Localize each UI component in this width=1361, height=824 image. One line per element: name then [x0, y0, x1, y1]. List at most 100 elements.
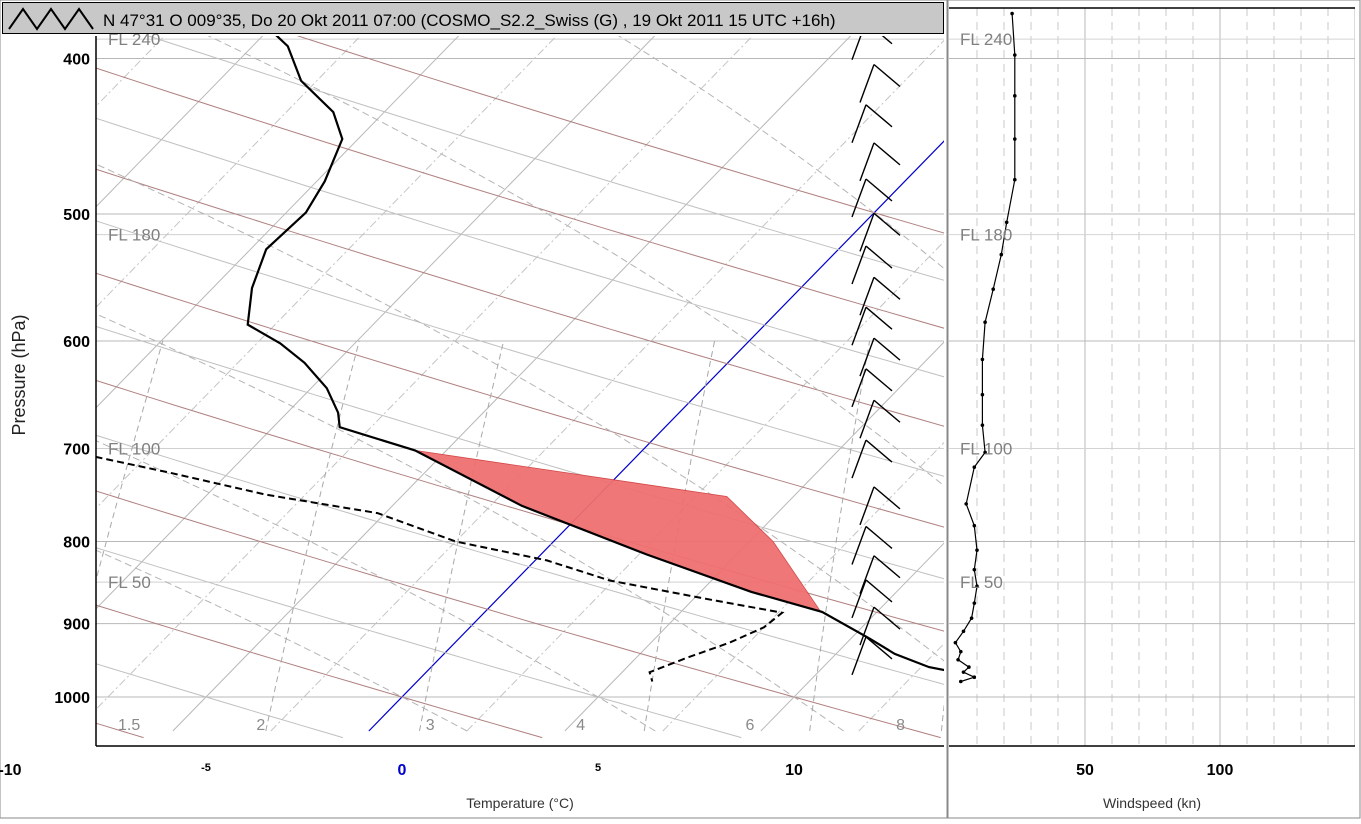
dry-adiabat-minor-line: [96, 434, 944, 685]
wind-barb: [851, 636, 893, 676]
wind-barb: [851, 178, 893, 218]
isotherm-minor-line: [466, 240, 944, 732]
wind-barb: [851, 525, 893, 565]
windspeed-point: [980, 392, 985, 397]
dry-adiabat-minor-line: [96, 117, 944, 378]
wind-barb-flag: [865, 368, 893, 392]
windspeed-point: [964, 502, 968, 506]
isotherm-line: [760, 542, 944, 732]
windspeed-point: [1013, 53, 1017, 57]
windspeed-point: [972, 465, 977, 469]
isotherm-minor-line: [270, 39, 944, 732]
dry-adiabat-line: [96, 604, 543, 739]
windspeed-point: [967, 665, 971, 669]
isotherm-minor-line: [96, 36, 558, 509]
windspeed-flight-level-label: FL 100: [960, 439, 1012, 458]
isotherm-line: [172, 36, 852, 732]
pressure-tick-label: 600: [63, 334, 90, 351]
pressure-tick-label: 700: [63, 441, 90, 458]
skewt-plot-area: [96, 36, 944, 739]
isotherm-zero-line: [368, 140, 944, 732]
wind-barb-flag: [865, 178, 893, 202]
windspeed-point: [1013, 177, 1017, 182]
wind-barb-flag: [865, 579, 893, 603]
dry-adiabat-line: [96, 379, 944, 632]
wind-barb-staff: [851, 439, 867, 479]
wind-barb-flag: [873, 486, 901, 510]
skewt-frame: [0, 0, 948, 819]
windspeed-point: [1010, 11, 1014, 16]
mixing-ratio-line: [265, 340, 360, 732]
wind-barb: [859, 606, 901, 646]
dry-adiabat-line: [296, 36, 944, 234]
zigzag-icon: [8, 7, 94, 31]
flight-level-label: FL 180: [108, 226, 160, 245]
windspeed-panel: FL 240 FL 180 FL 100 FL 50 50 100 Windspeed (k…: [947, 0, 1361, 819]
dry-adiabat-minor-line: [96, 547, 742, 739]
isotherm-line: [96, 36, 264, 208]
mixing-ratio-label: 1.5: [118, 717, 140, 734]
wind-barb: [851, 245, 893, 285]
wind-barb: [851, 368, 893, 408]
windspeed-point: [959, 679, 963, 684]
windspeed-point: [975, 584, 979, 589]
wind-barb-flag: [865, 306, 893, 330]
windspeed-frame: [947, 0, 1361, 819]
dry-adiabat-line: [96, 67, 944, 329]
windspeed-flight-level-label: FL 180: [960, 226, 1012, 245]
wind-barb-flag: [873, 606, 901, 630]
windspeed-point: [972, 567, 977, 572]
pressure-tick-label: 400: [63, 52, 90, 69]
pressure-tick-label: 900: [63, 617, 90, 634]
wind-barb-flag: [873, 142, 901, 166]
dry-adiabat-line: [96, 272, 944, 528]
wind-barb-staff: [859, 142, 875, 182]
wind-barb: [859, 399, 901, 439]
wind-barb: [851, 579, 893, 619]
isotherm-line: [96, 36, 656, 610]
wind-barb-flag: [873, 276, 901, 300]
wind-barb: [859, 337, 901, 377]
wind-barb: [859, 486, 901, 526]
windspeed-point: [1004, 220, 1009, 225]
wind-barb-flag: [881, 36, 893, 45]
mixing-ratio-label: 3: [426, 717, 435, 734]
wind-barb: [859, 63, 901, 103]
windspeed-point: [972, 601, 977, 605]
wind-barb-staff: [851, 368, 867, 408]
flight-level-label: FL 100: [108, 439, 160, 458]
wind-barb: [851, 439, 893, 479]
pressure-tick-label: 500: [63, 207, 90, 224]
moist-adiabat-line: [618, 36, 944, 270]
wind-barb-staff: [859, 555, 875, 594]
mixing-ratio-line: [419, 340, 505, 732]
wind-barb-flag: [865, 439, 893, 463]
wind-barb: [859, 276, 901, 316]
flight-level-label: FL 50: [108, 573, 151, 592]
temperature-tick-label: 10: [785, 762, 803, 779]
wind-barb: [851, 36, 893, 60]
wind-barb-staff: [851, 178, 867, 218]
dry-adiabat-line: [96, 490, 941, 739]
windspeed-tick-label: 50: [1076, 762, 1094, 779]
temperature-curve: [246, 36, 944, 672]
windspeed-point: [972, 675, 977, 680]
wind-barb-flag: [873, 555, 901, 579]
windspeed-point: [991, 287, 995, 292]
temperature-tick-label: 5: [595, 762, 601, 774]
pressure-tick-label: 800: [63, 535, 90, 552]
wind-barb-staff: [851, 636, 867, 676]
windspeed-plot-area: [949, 8, 1355, 746]
pressure-tick-label: 1000: [54, 690, 90, 707]
mixing-ratio-label: 8: [896, 717, 905, 734]
windspeed-point: [983, 320, 987, 325]
wind-barb-staff: [851, 104, 867, 144]
isotherm-line: [564, 341, 944, 732]
windspeed-flight-level-label: FL 50: [960, 573, 1003, 592]
dry-adiabat-minor-line: [147, 36, 944, 281]
header-bar: N 47°31 O 009°35, Do 20 Okt 2011 07:00 (…: [2, 2, 944, 34]
wind-barb: [851, 306, 893, 346]
